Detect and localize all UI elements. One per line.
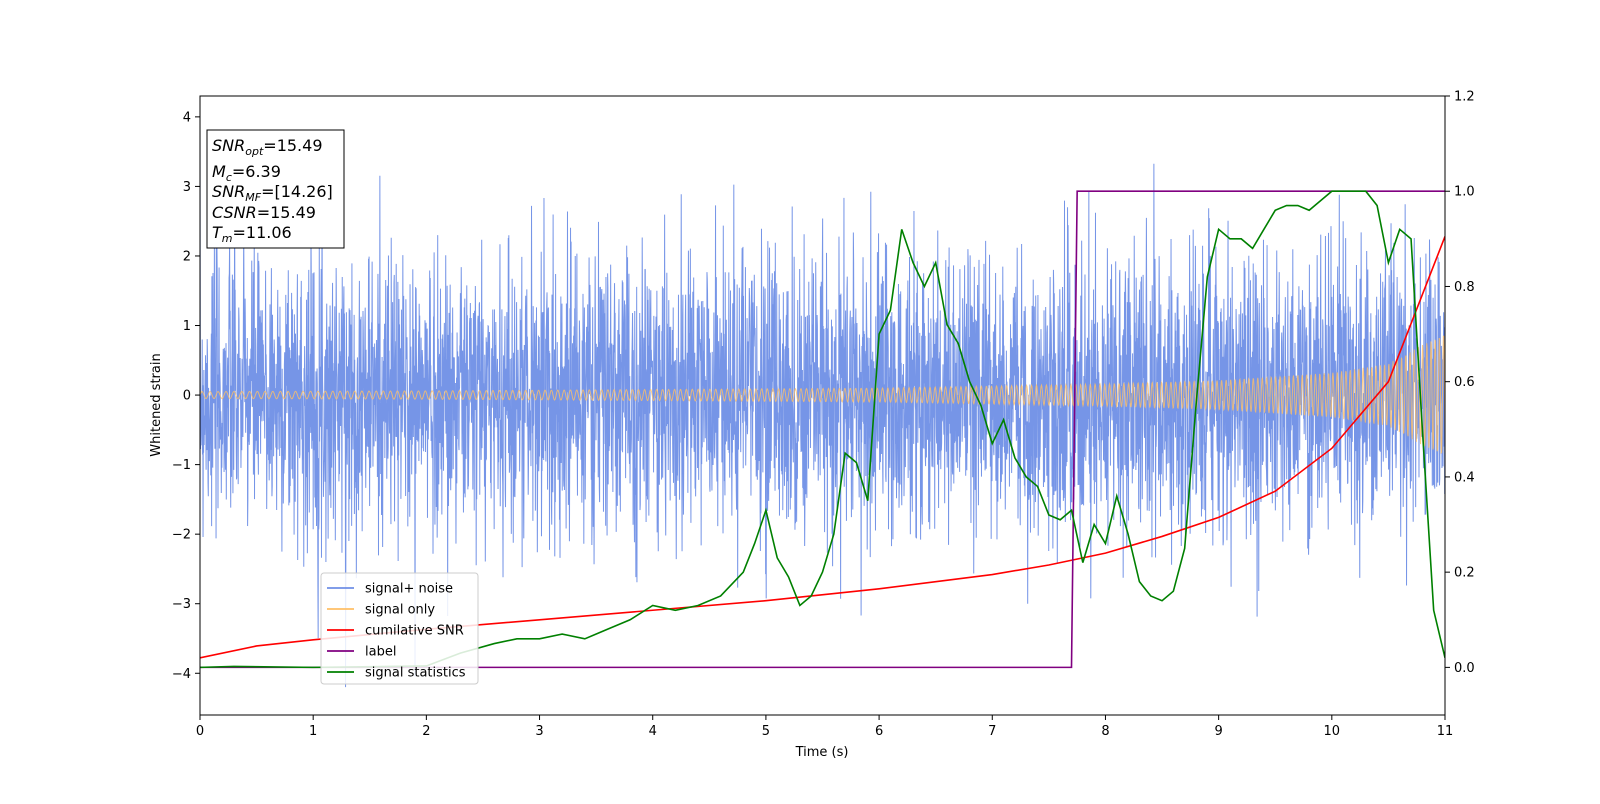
annotation-line: Tm=11.06 bbox=[212, 223, 292, 245]
legend: signal+ noise signal only cumilative SNR la… bbox=[320, 572, 479, 685]
y2-tick-label: 0.4 bbox=[1454, 470, 1475, 485]
annotation-box: SNRopt=15.49 Mc=6.39SNRMF=[14.26]CSNR=15.… bbox=[206, 129, 345, 249]
y-axis-right: 0.0 0.2 0.4 0.6 0.8 1.0 1.2 bbox=[1445, 90, 1475, 676]
x-tick-label: 6 bbox=[875, 724, 883, 739]
y-tick-label: 2 bbox=[183, 249, 191, 264]
y-tick-label: −1 bbox=[172, 458, 191, 473]
signal-only-series bbox=[200, 335, 1445, 455]
y-tick-label: 3 bbox=[183, 180, 191, 195]
y-tick-label: −3 bbox=[172, 597, 191, 612]
y-tick-label: 4 bbox=[183, 110, 191, 125]
y-tick-label: −2 bbox=[172, 528, 191, 543]
signal-statistics-line bbox=[200, 190, 1445, 669]
x-tick-label: 0 bbox=[196, 724, 204, 739]
y2-tick-label: 0.8 bbox=[1454, 280, 1475, 295]
x-tick-label: 8 bbox=[1101, 724, 1109, 739]
plot-frame bbox=[199, 95, 1446, 716]
y-axis-label: Whitened strain bbox=[149, 353, 164, 456]
label-line bbox=[200, 190, 1445, 669]
x-tick-label: 11 bbox=[1437, 724, 1454, 739]
y2-tick-label: 0.0 bbox=[1454, 661, 1475, 676]
legend-label: cumilative SNR bbox=[365, 624, 464, 639]
annotation-frame bbox=[206, 129, 345, 249]
y-tick-label: 0 bbox=[183, 389, 191, 404]
legend-frame bbox=[320, 572, 479, 685]
y-tick-label: 1 bbox=[183, 319, 191, 334]
y2-tick-label: 0.6 bbox=[1454, 375, 1475, 390]
x-axis-label: Time (s) bbox=[795, 745, 849, 760]
annotation-line: Mc=6.39 bbox=[212, 162, 281, 184]
y-axis-left: −4 −3 −2 −1 0 1 2 3 4 bbox=[172, 110, 200, 682]
x-tick-label: 7 bbox=[988, 724, 996, 739]
annotation-line: SNRMF=[14.26] bbox=[212, 182, 333, 204]
y-tick-label: −4 bbox=[172, 667, 191, 682]
x-tick-label: 1 bbox=[309, 724, 317, 739]
x-tick-label: 3 bbox=[535, 724, 543, 739]
legend-label: label bbox=[365, 645, 396, 660]
x-tick-label: 10 bbox=[1324, 724, 1341, 739]
x-tick-label: 5 bbox=[762, 724, 770, 739]
legend-label: signal+ noise bbox=[365, 582, 453, 597]
y2-tick-label: 0.2 bbox=[1454, 566, 1475, 581]
x-tick-label: 2 bbox=[422, 724, 430, 739]
legend-label: signal statistics bbox=[365, 666, 466, 681]
annotation-line: CSNR=15.49 bbox=[212, 203, 316, 222]
y2-tick-label: 1.2 bbox=[1454, 90, 1475, 105]
x-tick-label: 4 bbox=[649, 724, 657, 739]
signal-only-line bbox=[200, 335, 1445, 455]
x-axis: 0 1 2 3 4 5 6 7 8 9 10 11 bbox=[196, 715, 1453, 739]
annotation-line: SNRopt=15.49 bbox=[212, 136, 323, 158]
legend-label: signal only bbox=[365, 603, 435, 618]
y2-tick-label: 1.0 bbox=[1454, 185, 1475, 200]
x-tick-label: 9 bbox=[1214, 724, 1222, 739]
